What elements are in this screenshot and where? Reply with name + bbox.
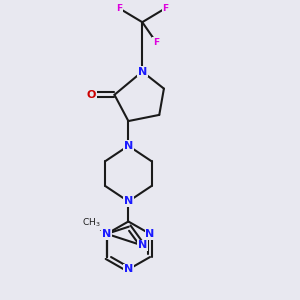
Text: F: F (153, 38, 159, 47)
Text: N: N (138, 241, 147, 250)
Text: N: N (124, 264, 133, 274)
Text: O: O (87, 90, 96, 100)
Text: N: N (138, 67, 147, 76)
Text: N: N (102, 229, 111, 239)
Text: CH$_3$: CH$_3$ (82, 217, 101, 229)
Text: F: F (162, 4, 169, 13)
Text: N: N (146, 229, 154, 239)
Text: N: N (124, 196, 133, 206)
Text: N: N (124, 141, 133, 151)
Text: F: F (116, 4, 122, 13)
